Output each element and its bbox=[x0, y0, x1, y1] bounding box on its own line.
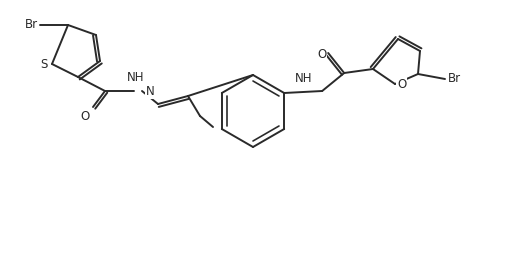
Text: Br: Br bbox=[25, 18, 38, 32]
Text: NH: NH bbox=[127, 71, 145, 84]
Text: S: S bbox=[41, 57, 48, 71]
Text: O: O bbox=[317, 48, 326, 61]
Text: O: O bbox=[397, 78, 406, 91]
Text: NH: NH bbox=[295, 72, 312, 85]
Text: O: O bbox=[81, 110, 90, 123]
Text: Br: Br bbox=[448, 73, 461, 85]
Text: N: N bbox=[146, 85, 155, 98]
